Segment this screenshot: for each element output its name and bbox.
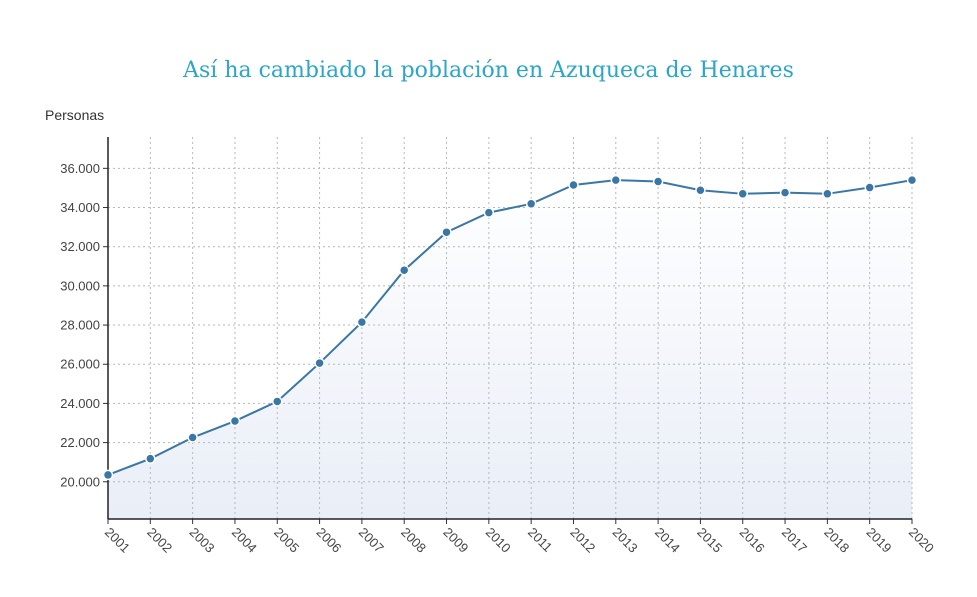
x-tick-label: 2007 (356, 525, 387, 556)
x-tick-label: 2005 (271, 525, 302, 556)
x-tick-label: 2014 (652, 525, 683, 556)
area-fill (108, 180, 912, 519)
data-point (652, 176, 664, 187)
data-point (864, 182, 875, 193)
data-point (356, 316, 368, 328)
data-point (102, 469, 114, 481)
x-tick-label: 2018 (821, 525, 852, 556)
x-tick-label: 2001 (102, 525, 133, 556)
data-point (525, 198, 537, 210)
data-point (737, 188, 748, 200)
x-tick-label: 2002 (144, 525, 175, 556)
x-tick-label: 2006 (313, 525, 344, 556)
x-tick-label: 2017 (779, 525, 810, 556)
y-tick-label: 36.000 (60, 161, 100, 176)
data-point (187, 432, 198, 443)
x-tick-label: 2009 (440, 525, 471, 556)
x-tick-label: 2016 (737, 525, 768, 556)
y-tick-label: 30.000 (60, 278, 100, 293)
data-point (398, 264, 410, 276)
y-tick-label: 34.000 (60, 200, 100, 215)
data-point (145, 453, 156, 464)
data-point (822, 188, 833, 200)
data-point (695, 185, 706, 196)
x-tick-label: 2012 (567, 525, 598, 556)
data-point (568, 179, 579, 191)
x-tick-label: 2019 (864, 525, 895, 556)
y-tick-label: 28.000 (60, 318, 100, 333)
y-tick-label: 26.000 (60, 357, 100, 372)
data-point (906, 174, 918, 186)
x-tick-label: 2003 (187, 525, 218, 556)
x-tick-label: 2013 (610, 525, 641, 556)
y-tick-label: 22.000 (60, 435, 100, 450)
data-point (272, 396, 283, 407)
data-point (314, 357, 325, 369)
y-axis-label: Personas (45, 107, 105, 123)
data-point (610, 174, 622, 186)
y-tick-label: 20.000 (60, 474, 100, 489)
x-tick-label: 2008 (398, 525, 429, 556)
y-tick-label: 24.000 (60, 396, 100, 411)
x-tick-label: 2010 (483, 525, 514, 556)
chart-title: Así ha cambiado la población en Azuqueca… (183, 58, 794, 83)
x-tick-label: 2020 (906, 525, 937, 556)
data-point (441, 226, 452, 238)
data-point (229, 415, 241, 427)
x-tick-label: 2011 (525, 525, 555, 555)
data-point (779, 187, 791, 198)
y-tick-label: 32.000 (60, 239, 100, 254)
x-tick-label: 2015 (694, 525, 725, 556)
series-line (107, 179, 913, 476)
data-point (483, 207, 495, 218)
x-tick-label: 2004 (229, 525, 260, 556)
